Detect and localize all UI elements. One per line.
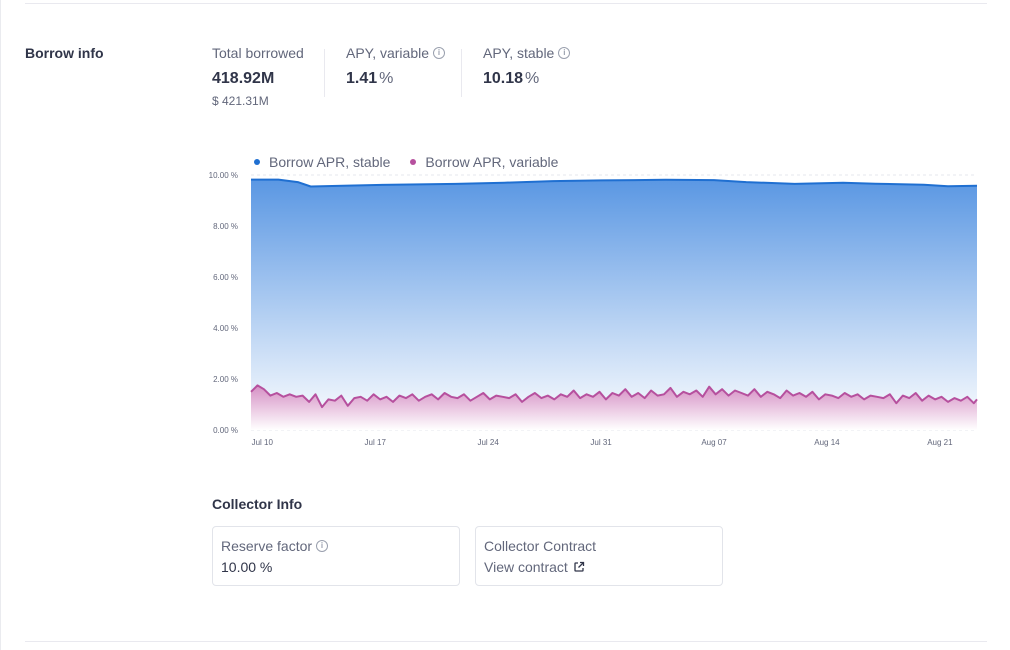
legend-dot-icon <box>410 159 417 165</box>
reserve-factor-label: Reserve factor <box>221 538 313 554</box>
series-line-variable <box>250 384 978 409</box>
top-divider <box>25 3 987 4</box>
legend-item-variable[interactable]: Borrow APR, variable <box>410 154 558 170</box>
total-borrowed-label: Total borrowed <box>212 45 304 61</box>
x-tick-label: Aug 14 <box>814 438 840 447</box>
apy-variable-stat: APY, variable i 1.41% <box>346 45 446 88</box>
series-line-stable <box>251 178 978 188</box>
stat-divider <box>461 49 462 97</box>
apy-stable-stat: APY, stable i 10.18% <box>483 45 571 88</box>
y-tick-label: 0.00 % <box>213 426 238 435</box>
info-icon[interactable]: i <box>316 540 329 552</box>
external-link-icon <box>574 561 584 572</box>
total-borrowed-stat: Total borrowed 418.92M $ 421.31M <box>212 45 304 108</box>
bottom-divider <box>25 641 987 642</box>
collector-contract-label: Collector Contract <box>484 538 597 554</box>
total-borrowed-usd: $ 421.31M <box>212 94 269 108</box>
legend-label-variable: Borrow APR, variable <box>425 154 559 170</box>
y-tick-label: 4.00 % <box>213 324 238 333</box>
chart-legend: Borrow APR, stable Borrow APR, variable <box>254 154 558 170</box>
section-title: Borrow info <box>25 45 104 61</box>
x-tick-label: Aug 07 <box>701 438 727 447</box>
view-contract-link[interactable]: View contract <box>484 559 585 575</box>
collector-contract-card: Collector Contract View contract <box>475 526 723 586</box>
chart-lines <box>250 178 978 409</box>
x-tick-label: Aug 21 <box>927 438 953 447</box>
info-icon[interactable]: i <box>433 47 446 59</box>
series-area-stable <box>251 179 977 430</box>
info-icon[interactable]: i <box>558 47 571 59</box>
apy-variable-unit: % <box>379 70 394 87</box>
reserve-factor-value: 10.00 % <box>221 559 273 575</box>
y-tick-label: 10.00 % <box>209 171 238 180</box>
y-tick-label: 6.00 % <box>213 273 238 282</box>
apy-stable-value: 10.18 <box>483 70 524 87</box>
total-borrowed-value: 418.92M <box>212 70 275 87</box>
x-axis-ticks: Jul 10 Jul 17 Jul 24 Jul 31 Aug 07 Aug 14 Aug … <box>252 438 954 447</box>
y-tick-label: 8.00 % <box>213 222 238 231</box>
stat-divider <box>324 49 325 97</box>
x-tick-label: Jul 24 <box>477 438 499 447</box>
borrow-apr-chart[interactable]: 0.00 % 2.00 % 4.00 % 6.00 % 8.00 % 10.00 % Ju… <box>205 160 985 460</box>
collector-title: Collector Info <box>212 496 303 512</box>
apy-variable-value: 1.41 <box>346 70 378 87</box>
x-tick-label: Jul 31 <box>590 438 612 447</box>
panel-left-border <box>0 0 1 650</box>
legend-item-stable[interactable]: Borrow APR, stable <box>254 154 390 170</box>
x-tick-label: Jul 17 <box>365 438 387 447</box>
reserve-factor-card: Reserve factor i 10.00 % <box>212 526 460 586</box>
view-contract-label: View contract <box>484 559 568 575</box>
apy-stable-label: APY, stable <box>483 45 555 61</box>
y-tick-label: 2.00 % <box>213 375 238 384</box>
y-axis-ticks: 0.00 % 2.00 % 4.00 % 6.00 % 8.00 % 10.00 % <box>209 171 238 435</box>
apy-variable-label: APY, variable <box>346 45 430 61</box>
series-area-variable <box>251 385 977 430</box>
chart-areas <box>251 179 977 430</box>
legend-dot-icon <box>254 159 260 165</box>
legend-label-stable: Borrow APR, stable <box>269 154 391 170</box>
x-tick-label: Jul 10 <box>252 438 274 447</box>
apy-stable-unit: % <box>525 70 540 87</box>
